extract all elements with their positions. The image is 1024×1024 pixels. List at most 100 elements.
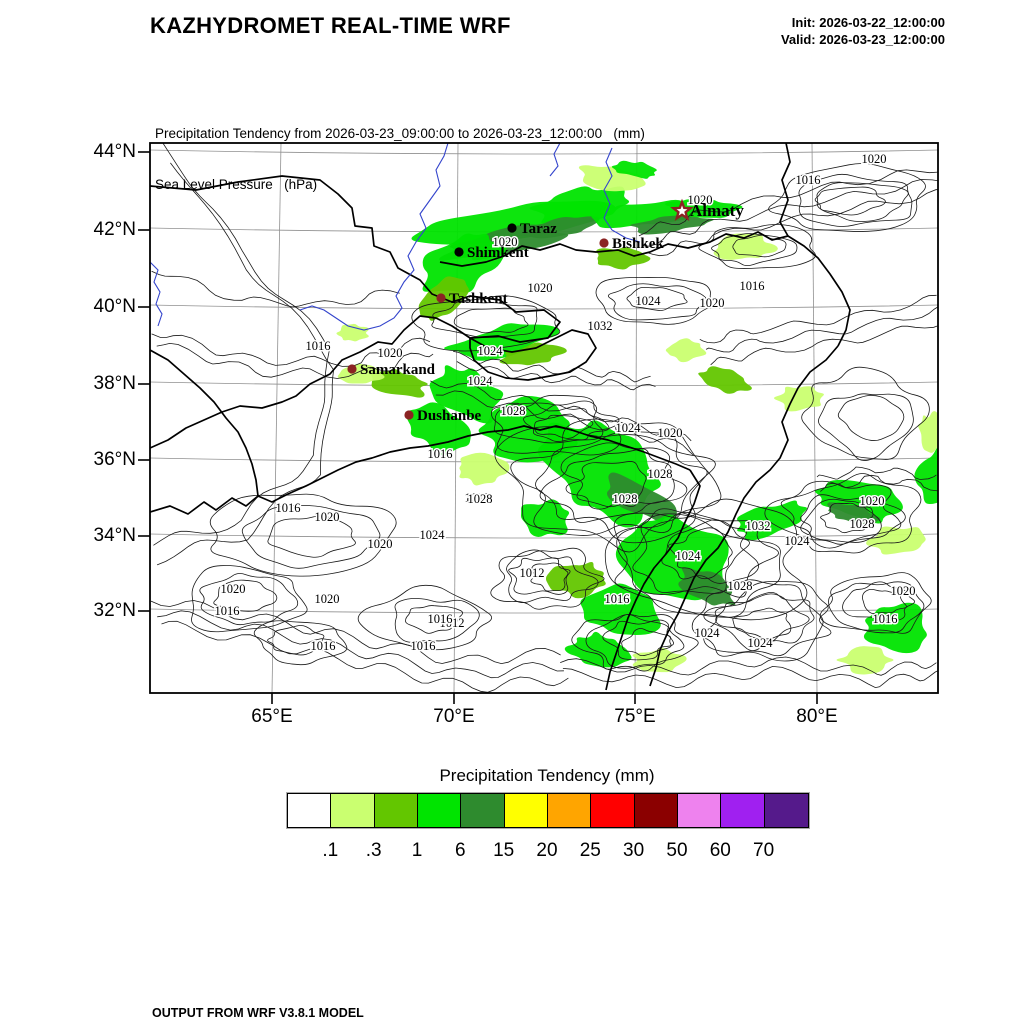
pressure-contour <box>534 414 594 439</box>
precip-area <box>863 602 927 654</box>
colorbar-tick-label: 20 <box>536 840 558 861</box>
plot-subtitle: Precipitation Tendency from 2026-03-23_0… <box>155 91 645 227</box>
pressure-contour <box>530 562 569 592</box>
pressure-contour <box>661 519 759 584</box>
lat-tick-label: 32°N <box>93 600 136 621</box>
pressure-contour <box>816 182 909 222</box>
pressure-contour <box>604 511 781 618</box>
pressure-contour <box>764 473 922 554</box>
city-dot-marker <box>454 247 464 257</box>
pressure-contour <box>191 565 308 633</box>
precip-area <box>580 583 661 635</box>
pressure-contour <box>691 579 824 662</box>
colorbar-cell <box>331 794 375 827</box>
pressure-contour <box>560 442 675 508</box>
colorbar-tick-label: .1 <box>322 840 339 861</box>
contour-label: 1020 <box>378 346 403 360</box>
pressure-contour <box>699 294 937 344</box>
pressure-contour <box>710 325 938 366</box>
contour-label: 1020 <box>315 592 340 606</box>
contour-label: 1012 <box>520 566 545 580</box>
pressure-contour <box>616 508 779 598</box>
pressure-contour <box>241 504 381 569</box>
city-label: Bishkek <box>612 236 664 252</box>
lat-tick-label: 38°N <box>93 373 136 394</box>
precip-area <box>444 323 560 361</box>
colorbar-cell <box>461 794 505 827</box>
precip-area <box>866 526 926 555</box>
colorbar-cell <box>591 794 635 827</box>
colorbar-tick-label: 70 <box>753 840 775 861</box>
pressure-contour <box>357 584 493 651</box>
contour-label: 1016 <box>215 604 240 618</box>
lat-tick-label: 40°N <box>93 296 136 317</box>
pressure-contour <box>732 607 792 640</box>
contour-label: 1024 <box>420 528 446 542</box>
graticule-parallel <box>150 381 938 387</box>
lon-tick-label: 80°E <box>796 706 838 727</box>
pressure-contour <box>560 656 937 676</box>
pressure-contour <box>607 283 708 321</box>
pressure-contour <box>801 366 930 460</box>
country-border <box>150 349 259 497</box>
pressure-contour <box>490 547 605 610</box>
pressure-contour <box>800 494 906 545</box>
precip-area <box>713 233 778 260</box>
pressure-contour <box>510 418 722 536</box>
contour-label: 1028 <box>613 492 638 506</box>
pressure-contour <box>508 557 571 595</box>
pressure-contour <box>565 461 647 510</box>
city-label: Dushanbe <box>417 408 482 424</box>
pressure-contour <box>816 466 937 480</box>
pressure-contour <box>595 276 712 325</box>
precip-area <box>520 499 570 537</box>
pressure-contour <box>732 234 787 258</box>
precip-area <box>665 199 743 218</box>
pressure-contour <box>703 592 815 652</box>
precip-area <box>406 402 471 456</box>
precip-area <box>499 342 567 366</box>
precip-area <box>914 447 938 504</box>
pressure-contour <box>814 186 886 216</box>
contour-label: 1032 <box>746 519 771 533</box>
pressure-contour <box>562 665 938 689</box>
contour-label: 1020 <box>891 584 916 598</box>
pressure-contour <box>494 426 716 553</box>
colorbar-title: Precipitation Tendency (mm) <box>439 766 655 785</box>
contour-label: 1020 <box>688 193 713 207</box>
pressure-contour <box>638 169 938 237</box>
contour-label: 1016 <box>873 612 898 626</box>
city-dot-marker <box>599 238 609 248</box>
subtitle-slp: Sea Level Pressure (hPa) <box>155 177 318 192</box>
pressure-contour <box>405 605 464 634</box>
model-footer: OUTPUT FROM WRF V3.8.1 MODEL WE = 519 ; … <box>152 973 662 1024</box>
country-border <box>469 329 597 381</box>
city-dot-marker <box>347 364 357 374</box>
pressure-contour <box>820 502 874 534</box>
pressure-contour <box>862 589 907 614</box>
pressure-contour <box>711 233 798 267</box>
precip-area <box>596 247 651 270</box>
city-star-marker <box>670 198 694 222</box>
pressure-contour <box>267 515 356 558</box>
colorbar-cell <box>547 794 592 827</box>
valid-time: Valid: 2026-03-23_12:00:00 <box>780 32 945 47</box>
graticule-meridian <box>811 143 818 693</box>
contour-label: 1032 <box>588 319 613 333</box>
contour-label: 1020 <box>493 235 518 249</box>
river-line <box>150 261 163 327</box>
precip-area <box>615 514 729 601</box>
pressure-contour <box>585 614 685 669</box>
contour-label: 1028 <box>501 404 526 418</box>
pressure-contour <box>209 493 397 577</box>
colorbar-tick-label: 6 <box>455 840 466 861</box>
precip-area <box>478 395 578 463</box>
lon-tick-label: 65°E <box>251 706 293 727</box>
precip-area <box>827 502 881 526</box>
lon-tick-label: 70°E <box>433 706 475 727</box>
pressure-contour <box>837 395 905 441</box>
contour-label: 1020 <box>221 582 246 596</box>
contour-label: 1020 <box>658 426 683 440</box>
pressure-contour <box>151 270 400 308</box>
